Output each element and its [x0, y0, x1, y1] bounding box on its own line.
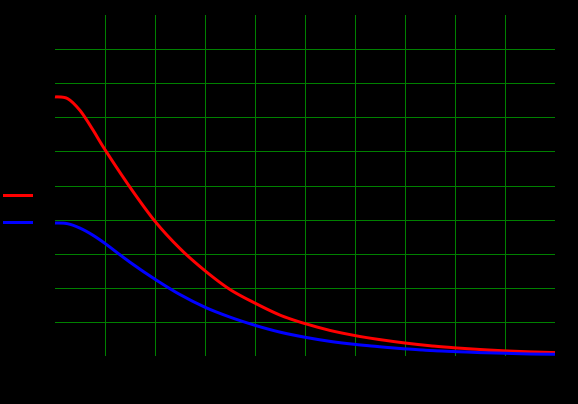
series-line-1	[54, 95, 556, 355]
legend-swatch-red	[3, 194, 33, 197]
legend-swatch-blue	[3, 221, 33, 224]
series-line-2	[54, 221, 556, 356]
